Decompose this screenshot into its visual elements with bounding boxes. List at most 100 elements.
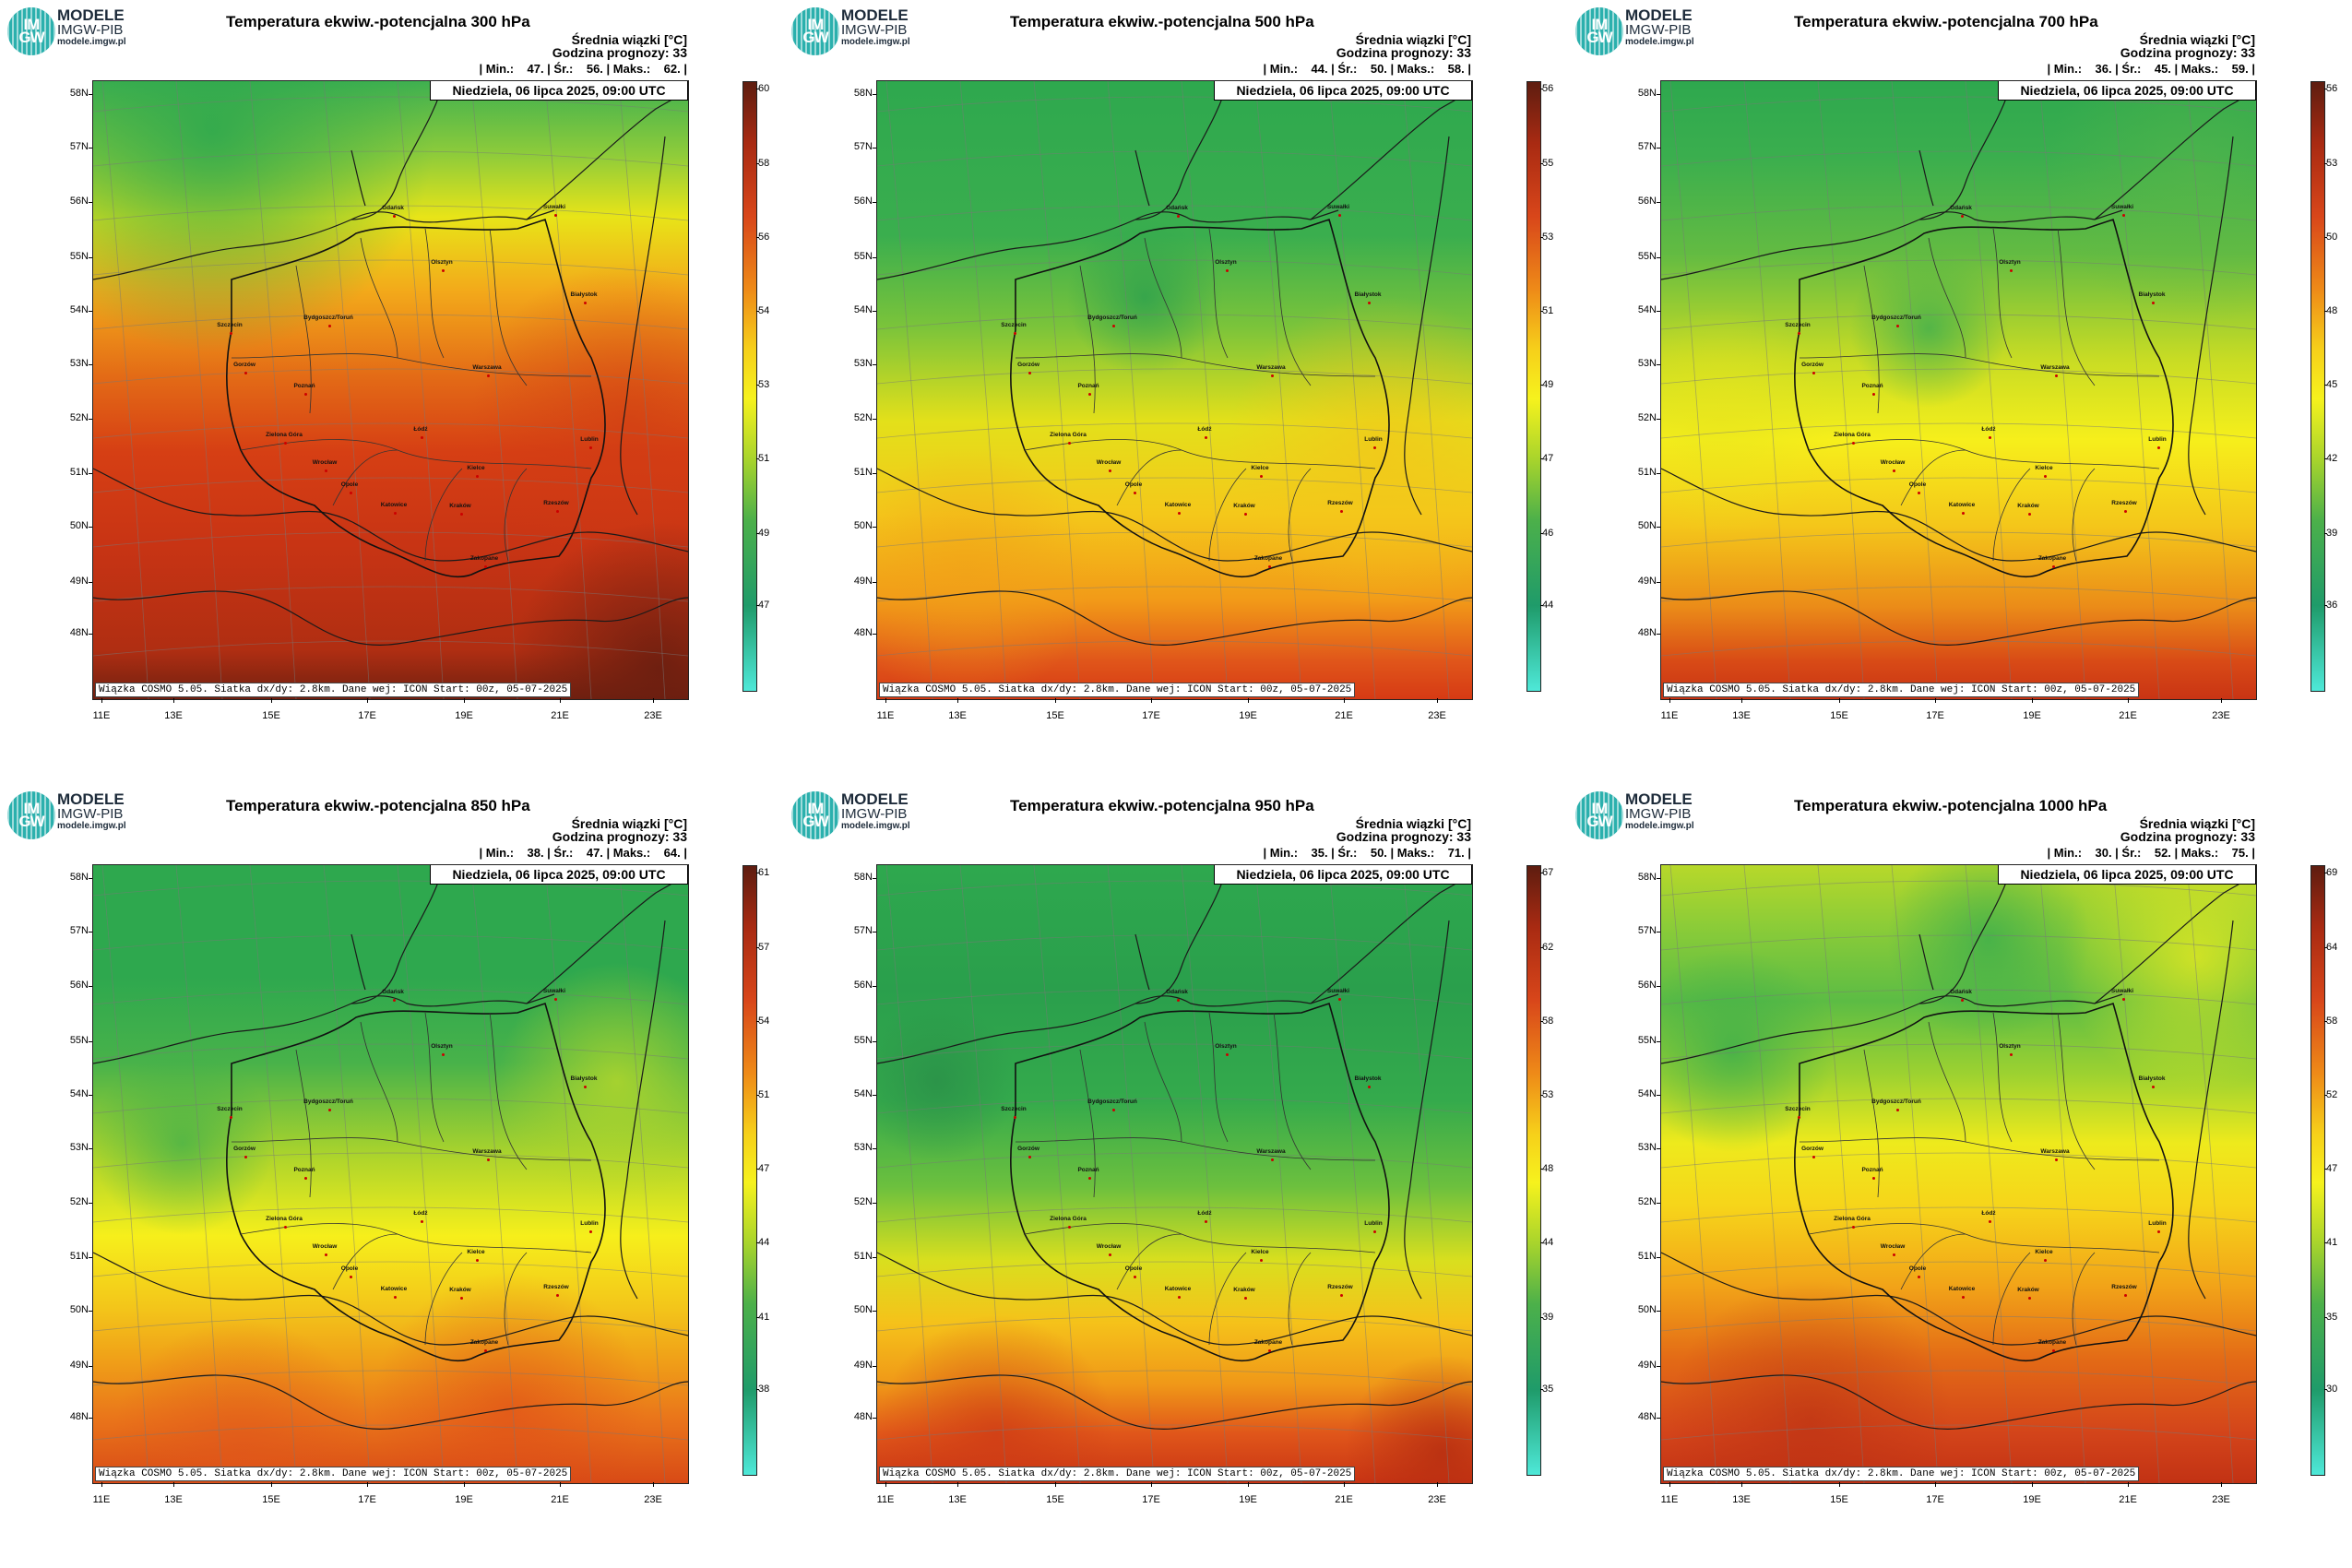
longitude-label: 19E xyxy=(2023,710,2041,721)
city-marker xyxy=(460,1297,463,1300)
voivodeship-border xyxy=(1015,1137,1376,1161)
logo-stripes xyxy=(7,791,55,839)
latitude-label: 54N xyxy=(69,304,89,315)
parallel-line xyxy=(93,934,688,951)
meridian-line xyxy=(1743,81,1791,699)
city-label: Łódź xyxy=(1197,426,1212,433)
city-label: Opole xyxy=(1124,481,1143,488)
latitude-tick xyxy=(89,419,92,420)
colorbar-label: 51 xyxy=(758,453,770,464)
map-overlay xyxy=(877,81,1472,699)
longitude-tick xyxy=(464,1482,465,1487)
longitude-label: 11E xyxy=(1660,1494,1679,1505)
latitude-tick xyxy=(89,473,92,474)
parallel-line xyxy=(93,1043,688,1060)
city-label: Zakopane xyxy=(2037,1339,2067,1346)
logo-url: modele.imgw.pl xyxy=(57,37,126,47)
city-marker xyxy=(244,372,247,374)
city-marker xyxy=(1088,1177,1091,1180)
city-marker xyxy=(476,1259,479,1262)
latitude-tick xyxy=(873,1148,876,1149)
longitude-label: 11E xyxy=(876,710,895,721)
latitude-tick xyxy=(1657,1257,1660,1258)
island-outline xyxy=(1918,933,1934,991)
colorbar-tick xyxy=(2324,1317,2327,1318)
longitude-label: 23E xyxy=(2212,1494,2230,1505)
city-marker xyxy=(1812,1156,1815,1158)
city-marker xyxy=(2010,269,2013,272)
voivodeship-border xyxy=(231,353,592,377)
voivodeship-border xyxy=(424,468,463,562)
valid-date-box: Niedziela, 06 lipca 2025, 09:00 UTC xyxy=(1998,865,2256,885)
longitude-tick xyxy=(560,1482,561,1487)
latitude-tick xyxy=(1657,94,1660,95)
parallel-line xyxy=(93,477,688,493)
city-label: Gorzów xyxy=(1801,362,1823,368)
latitude-label: 58N xyxy=(1637,88,1657,99)
city-marker xyxy=(1177,999,1180,1002)
city-label: Wrocław xyxy=(1880,1243,1906,1250)
baltic-coast xyxy=(526,873,688,1004)
city-marker xyxy=(304,393,307,396)
colorbar-label: 45 xyxy=(2326,379,2338,390)
latitude-label: 49N xyxy=(853,1360,873,1371)
parallel-line xyxy=(877,422,1472,439)
imgw-logo-icon: IM GW xyxy=(1575,7,1623,55)
colorbar-label: 54 xyxy=(758,1016,770,1027)
city-marker xyxy=(1893,1253,1895,1256)
info-block: Średnia wiązki [°C] Godzina prognozy: 33 xyxy=(1181,33,1471,59)
city-label: Olsztyn xyxy=(1215,259,1237,266)
parallel-line xyxy=(877,150,1472,167)
latitude-label: 51N xyxy=(1637,467,1657,478)
colorbar-tick xyxy=(1540,1169,1543,1170)
voivodeship-border xyxy=(1144,1021,1182,1143)
city-label: Gdańsk xyxy=(1950,205,1972,211)
latitude-label: 54N xyxy=(1637,304,1657,315)
voivodeship-border xyxy=(2072,1252,2096,1346)
east-border xyxy=(2188,920,2234,1300)
parallel-line xyxy=(1661,1206,2256,1223)
longitude-label: 17E xyxy=(1926,1494,1944,1505)
colorbar-tick xyxy=(756,458,759,459)
latitude-label: 55N xyxy=(853,251,873,262)
longitude-tick xyxy=(1437,698,1438,703)
city-label: Lublin xyxy=(1364,1220,1383,1227)
city-label: Suwałki xyxy=(542,204,566,210)
city-label: Gorzów xyxy=(1801,1146,1823,1152)
city-label: Katowice xyxy=(380,1286,408,1292)
city-marker xyxy=(2124,510,2127,513)
city-marker xyxy=(393,215,396,218)
city-marker xyxy=(556,510,559,513)
longitude-label: 15E xyxy=(1046,1494,1064,1505)
city-label: Poznań xyxy=(1077,1167,1099,1173)
longitude-label: 15E xyxy=(1830,1494,1848,1505)
city-marker xyxy=(1368,1086,1371,1088)
city-label: Suwałki xyxy=(542,988,566,994)
city-label: Bydgoszcz/Toruń xyxy=(1087,315,1137,321)
latitude-tick xyxy=(89,1257,92,1258)
parallel-line xyxy=(1661,531,2256,548)
latitude-tick xyxy=(89,1311,92,1312)
longitude-label: 21E xyxy=(1335,710,1353,721)
city-marker xyxy=(1896,325,1899,327)
colorbar-tick xyxy=(1540,1317,1543,1318)
latitude-label: 56N xyxy=(1637,980,1657,991)
latitude-label: 56N xyxy=(1637,196,1657,207)
parallel-line xyxy=(1661,640,2256,657)
longitude-tick xyxy=(1344,698,1345,703)
city-marker xyxy=(1961,215,1964,218)
city-marker xyxy=(484,1349,487,1352)
city-marker xyxy=(350,1276,352,1278)
colorbar-label: 58 xyxy=(758,158,770,169)
logo-subtitle: IMGW-PIB xyxy=(1625,806,1692,822)
city-label: Poznań xyxy=(1861,1167,1883,1173)
voivodeship-border xyxy=(504,468,528,562)
logo-text: IM GW xyxy=(18,16,44,46)
longitude-tick xyxy=(1151,1482,1152,1487)
colorbar-label: 55 xyxy=(1542,158,1554,169)
logo-url: modele.imgw.pl xyxy=(57,821,126,831)
coastline xyxy=(1661,993,2123,1064)
city-marker xyxy=(1962,512,1965,515)
city-label: Bydgoszcz/Toruń xyxy=(1871,315,1921,321)
longitude-tick xyxy=(885,1482,886,1487)
